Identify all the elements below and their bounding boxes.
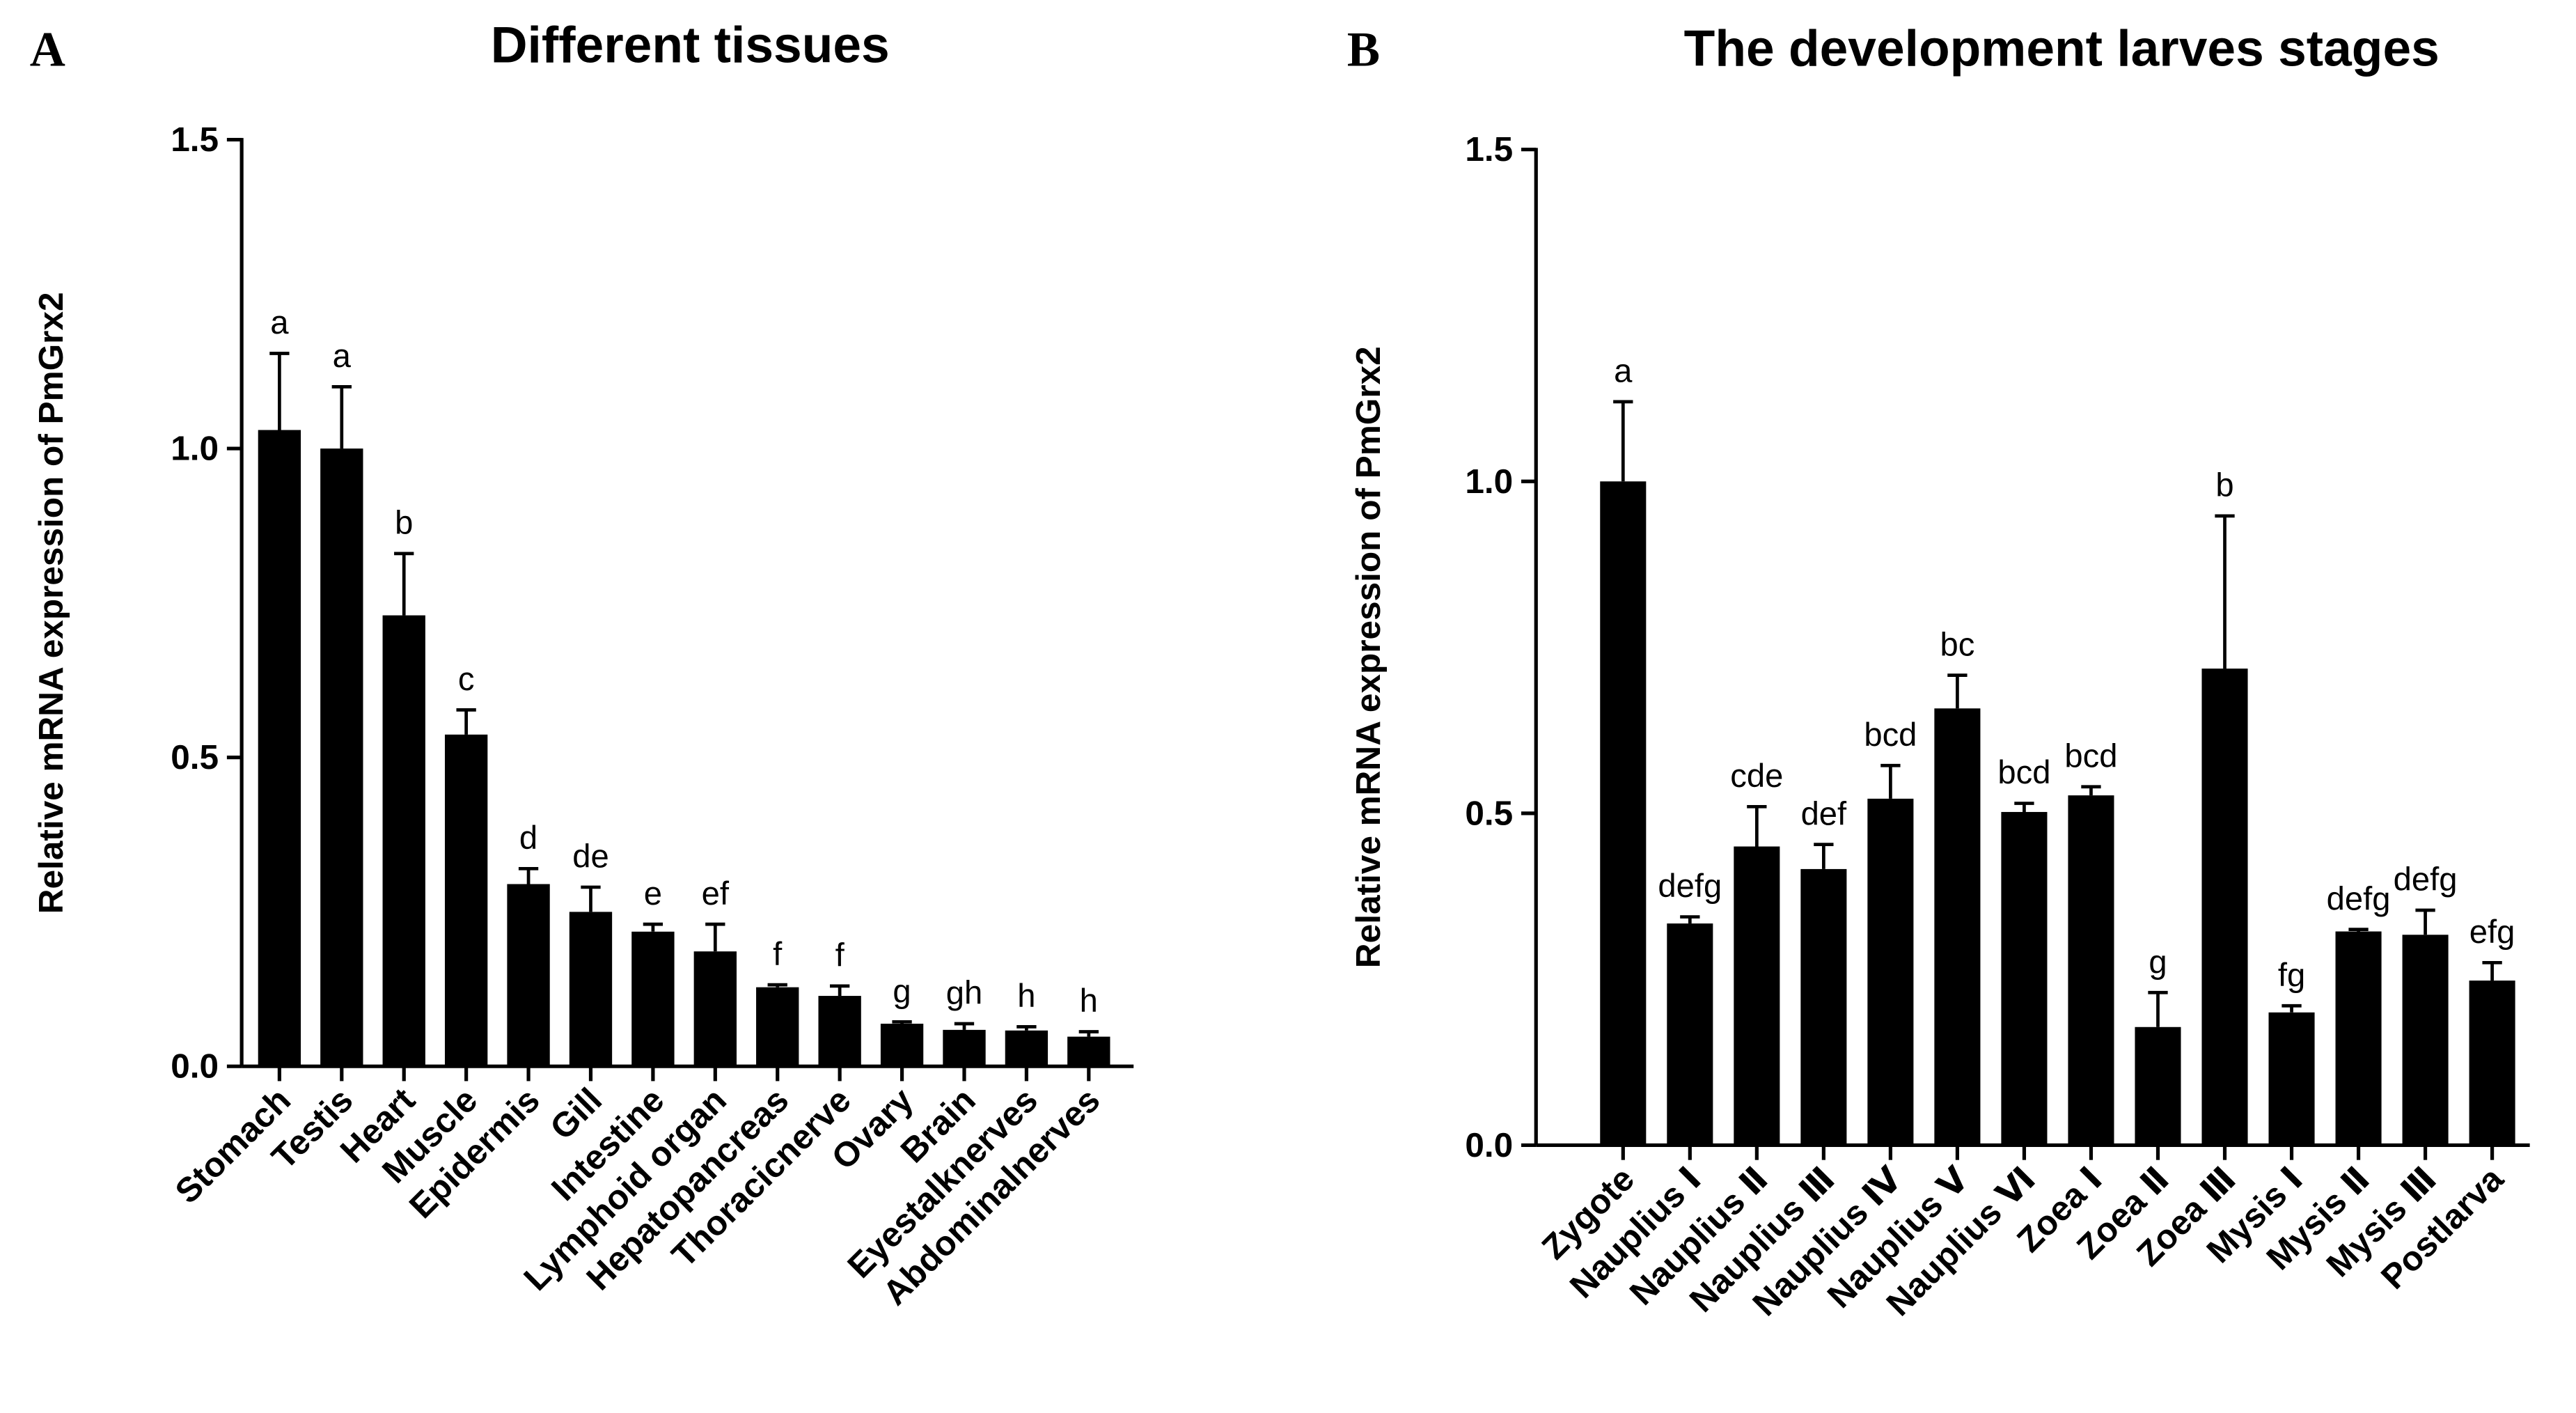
y-axis-label: Relative mRNA expression of PmGrx2 [1349,346,1388,968]
error-bar [2215,514,2235,669]
bar [507,884,550,1067]
panel-label: B [1347,22,1380,77]
significance-label: defg [1658,867,1722,904]
bar [818,996,861,1067]
bar [2001,811,2048,1146]
bar [756,987,799,1067]
bar [943,1029,986,1067]
chart-title: The development larves stages [1684,20,2440,77]
significance-label: bcd [1864,716,1917,753]
significance-label: d [519,819,537,856]
chart-title: Different tissues [491,17,890,74]
significance-label: fg [2278,956,2305,993]
bar [631,931,675,1067]
error-bar [581,885,601,912]
significance-label: e [644,875,662,912]
y-tick-label: 0.5 [171,738,219,776]
error-bar [1016,1025,1037,1031]
significance-label: bcd [1997,754,2050,790]
bar [320,448,363,1067]
error-bar [394,552,414,616]
y-tick-label: 0.0 [171,1047,219,1086]
significance-label: cde [1730,757,1783,794]
significance-label: h [1017,977,1035,1014]
bar [2268,1012,2315,1146]
significance-label: gh [946,974,982,1011]
error-bar [2014,802,2034,812]
y-tick-label: 1.5 [171,120,219,159]
significance-label: bcd [2064,737,2117,774]
error-bar [2348,928,2369,932]
error-bar [1814,843,1834,869]
bar [2201,669,2248,1146]
error-bar [1078,1030,1099,1037]
error-bar [892,1020,912,1024]
y-tick-label: 1.5 [1465,130,1513,169]
error-bar [2415,908,2435,935]
error-bar [1947,673,1968,709]
y-tick-label: 0.0 [1465,1126,1513,1164]
error-bar [2081,785,2101,796]
error-bar [1613,400,1633,482]
error-bar [954,1022,975,1030]
bar [880,1023,924,1067]
significance-label: c [458,660,475,697]
bar [2469,981,2515,1146]
significance-label: f [835,937,845,974]
bar [1005,1030,1049,1067]
significance-label: b [395,504,413,541]
bar [2335,931,2382,1146]
significance-label: ef [702,875,730,912]
bar [2068,795,2114,1146]
significance-label: efg [2469,913,2515,950]
significance-label: a [1614,352,1633,389]
error-bar [456,708,476,735]
error-bar [331,385,352,449]
error-bar [1680,915,1700,924]
bar [1067,1036,1110,1067]
bar [693,951,737,1067]
significance-label: a [270,304,289,341]
significance-label: g [893,972,911,1009]
bar [444,734,488,1067]
error-bar [767,983,787,987]
significance-label: f [773,935,783,972]
bar [569,912,613,1067]
error-bar [705,922,725,952]
error-bar [2282,1004,2302,1013]
error-bar [1880,763,1901,799]
y-axis-label: Relative mRNA expression of PmGrx2 [32,292,70,914]
error-bar [2482,960,2502,981]
significance-label: a [333,337,352,374]
error-bar [518,866,539,884]
error-bar [829,984,850,997]
y-tick-label: 0.5 [1465,794,1513,832]
bar [382,615,425,1067]
error-bar [1747,804,1767,847]
significance-label: b [2215,467,2233,503]
bar [1600,481,1647,1146]
error-bar [269,352,290,430]
bar [2402,935,2449,1146]
bar [1800,868,1847,1146]
y-tick-label: 1.0 [1465,462,1513,501]
significance-label: def [1801,795,1847,832]
bar [1667,923,1713,1146]
significance-label: defg [2394,861,2458,898]
significance-label: defg [2327,880,2391,916]
significance-label: de [572,838,608,875]
bar [1867,798,1914,1146]
bar [1734,846,1780,1146]
significance-label: bc [1940,625,1975,662]
error-bar [2148,990,2168,1027]
significance-label: h [1080,982,1098,1019]
y-tick-label: 1.0 [171,430,219,468]
bar [258,430,301,1067]
panel-label: A [30,22,65,77]
significance-label: g [2149,943,2167,980]
bar [2135,1026,2181,1146]
bar [1934,708,1981,1146]
error-bar [643,922,663,932]
